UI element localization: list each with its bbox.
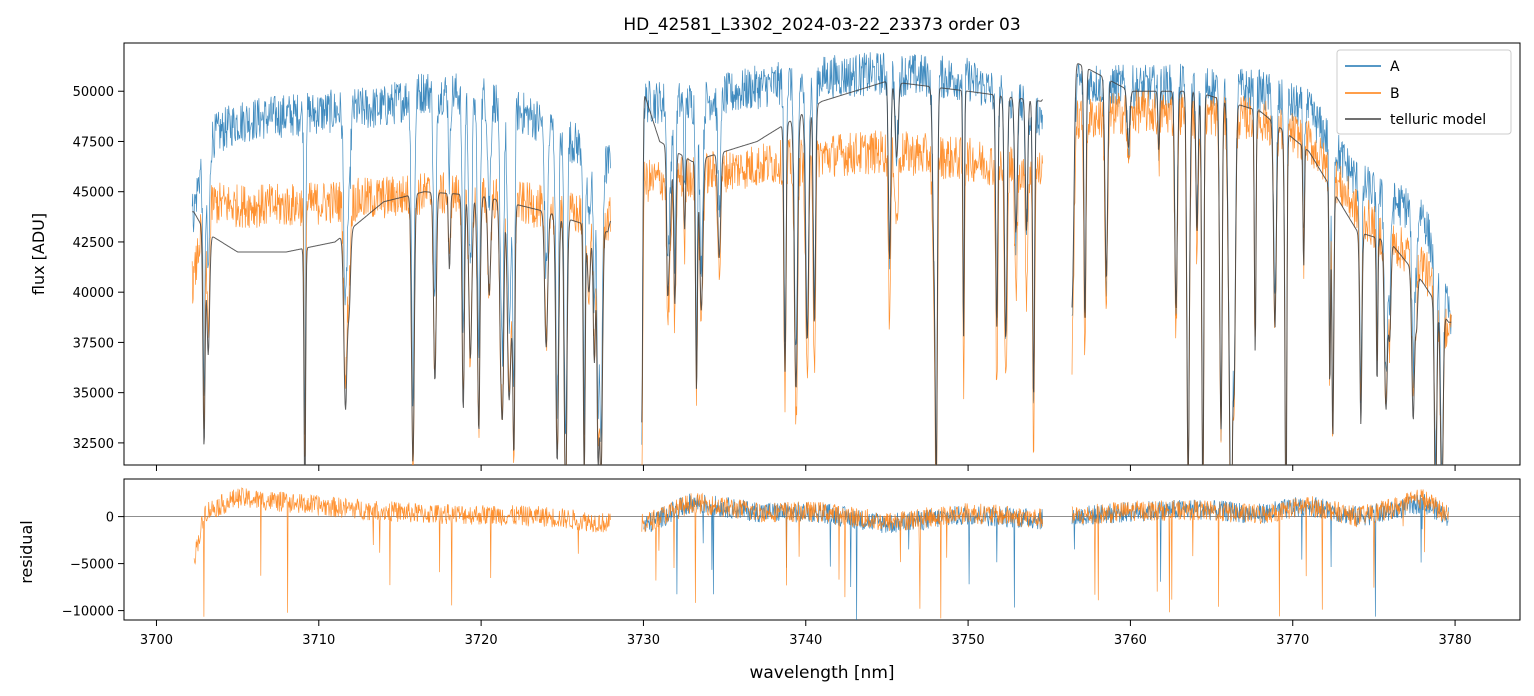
legend-box	[1336, 49, 1512, 135]
series-line-2	[192, 191, 611, 465]
y-tick-label: 37500	[73, 336, 114, 351]
series-line-0	[191, 73, 611, 442]
legend-label-telluric: telluric model	[1390, 112, 1486, 128]
y-axis-label-residual: residual	[17, 520, 36, 583]
series-telluric-model	[192, 63, 1452, 465]
y-tick-label: 50000	[73, 85, 114, 100]
x-tick-label: 3750	[952, 633, 985, 648]
residual-line-1	[1071, 489, 1449, 617]
y-tick-label: −5000	[70, 558, 114, 573]
x-tick-label: 3720	[465, 633, 498, 648]
chart-title: HD_42581_L3302_2024-03-22_23373 order 03	[623, 15, 1020, 35]
y-tick-label: 0	[106, 511, 114, 526]
legend: A B telluric model	[1336, 49, 1512, 135]
residual-panel: −10000 −5000 0 3700 3710 3720 3730 3740 3750 376…	[17, 478, 1521, 683]
x-axis-label: wavelength [nm]	[749, 663, 894, 683]
series-line-0	[641, 52, 1043, 465]
y-axis-label-flux: flux [ADU]	[29, 213, 48, 295]
series-a	[191, 52, 1452, 465]
x-tick-label: 3780	[1439, 633, 1472, 648]
y-tick-label: 42500	[73, 236, 114, 251]
x-tick-label: 3700	[140, 633, 173, 648]
y-tick-label: 45000	[73, 186, 114, 201]
x-tick-label: 3770	[1276, 633, 1309, 648]
x-tick-label: 3710	[302, 633, 335, 648]
x-tick-label: 3740	[789, 633, 822, 648]
flux-axes-frame	[123, 42, 1521, 466]
residual-series-b	[193, 487, 1449, 619]
flux-panel: 32500 35000 37500 40000 42500 45000 47500 50000…	[29, 15, 1521, 471]
y-tick-label: 40000	[73, 286, 114, 301]
series-line-2	[1071, 63, 1452, 465]
x-tick-label: 3760	[1114, 633, 1147, 648]
y-tick-label: 32500	[73, 437, 114, 452]
residual-line-0	[1071, 493, 1449, 617]
x-tick-label: 3730	[627, 633, 660, 648]
series-line-1	[641, 130, 1043, 465]
residual-line-1	[641, 492, 1043, 619]
y-tick-label: −10000	[62, 605, 114, 620]
y-tick-label: 35000	[73, 387, 114, 402]
series-line-0	[1071, 63, 1452, 465]
legend-label-b: B	[1390, 86, 1400, 102]
series-line-2	[641, 81, 1043, 465]
y-tick-label: 47500	[73, 135, 114, 150]
legend-label-a: A	[1390, 59, 1400, 75]
residual-line-1	[193, 487, 611, 617]
